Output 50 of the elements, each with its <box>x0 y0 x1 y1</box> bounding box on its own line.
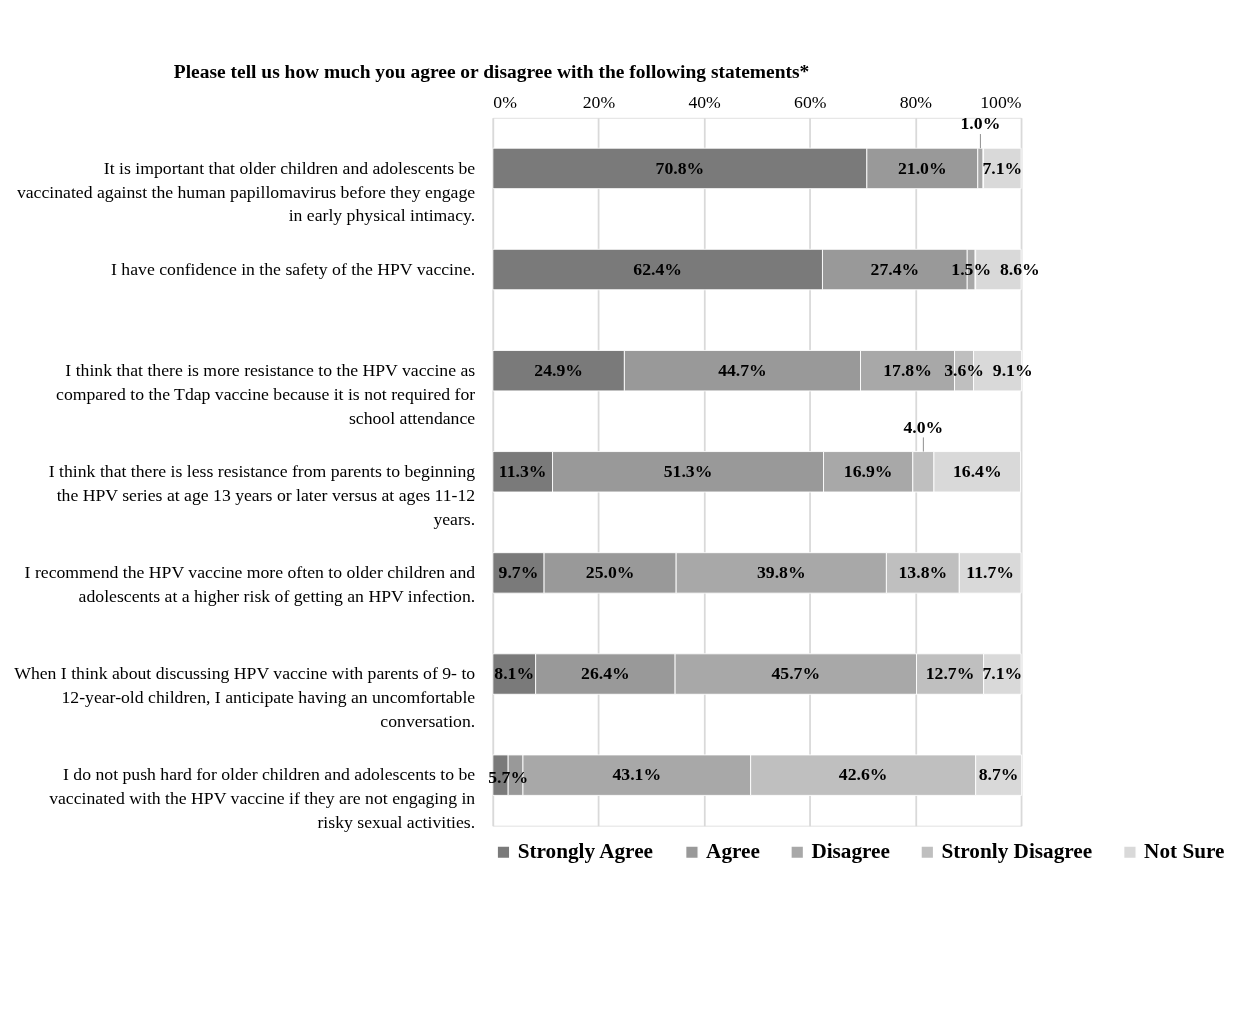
data-label: 9.1% <box>992 359 1033 380</box>
x-tick-label: 100% <box>980 91 1022 112</box>
y-tick-label: I have confidence in the safety of the HPV vaccine. <box>111 258 476 279</box>
x-tick-label: 20% <box>582 91 616 112</box>
data-label: 13.8% <box>898 562 948 583</box>
data-label: 44.7% <box>718 359 767 380</box>
data-label: 1.5% <box>951 258 992 279</box>
data-label: 11.3% <box>498 461 547 482</box>
legend-label: Not Sure <box>1144 839 1225 864</box>
y-tick-label: I think that there is more resistance to the HPV vaccine as compared to the Tdap vaccine because it is not required for school attendance <box>56 359 476 428</box>
legend-label: Stronly Disagree <box>941 839 1093 864</box>
data-label: 8.1% <box>494 663 535 684</box>
legend-label: Disagree <box>811 839 890 864</box>
data-label: 45.7% <box>771 663 821 684</box>
y-tick-label: I do not push hard for older children and adolescents to be vaccinated with the HPV vaccine if they are not engaging in risky sexual activities. <box>49 764 476 833</box>
data-label: 16.9% <box>843 461 893 482</box>
data-label: 27.4% <box>870 258 920 279</box>
data-label: 16.4% <box>952 461 1002 482</box>
data-label: 4.0% <box>903 416 944 437</box>
legend-label: Agree <box>706 839 760 864</box>
x-tick-label: 80% <box>899 91 933 112</box>
data-label: 62.4% <box>633 258 682 279</box>
y-tick-label: I think that there is less resistance from parents to beginning the HPV series at age 13 years or later versus at ages 11-12 years. <box>48 461 476 529</box>
data-label: 43.1% <box>612 764 662 785</box>
data-label: 26.4% <box>581 663 630 684</box>
data-label: 25.0% <box>585 562 635 583</box>
data-label: 24.9% <box>534 359 583 380</box>
data-label: 39.8% <box>756 562 806 583</box>
data-label: 51.3% <box>663 461 713 482</box>
data-label: 7.1% <box>982 663 1023 684</box>
y-tick-label: When I think about discussing HPV vaccine with parents of 9- to 12-year-old children, I anticipate having an uncomfortable conversation. <box>14 663 476 732</box>
chart-title: Please tell us how much you agree or disagree with the following statements* <box>173 61 810 83</box>
x-tick-label: 0% <box>493 91 518 112</box>
y-tick-label: It is important that older children and adolescents be vaccinated against the human papillomavirus before they engage in early physical intimacy. <box>16 157 476 226</box>
x-tick-label: 60% <box>794 91 827 112</box>
data-label: 8.7% <box>978 764 1019 785</box>
data-label: 1.0% <box>960 113 1001 134</box>
data-label: 12.7% <box>925 663 975 684</box>
data-label: 8.6% <box>999 258 1040 279</box>
legend-label: Strongly Agree <box>517 839 653 864</box>
data-label: 9.7% <box>498 562 539 583</box>
data-label: 17.8% <box>883 359 932 380</box>
data-label: 7.1% <box>982 157 1023 178</box>
data-label: 3.6% <box>944 359 984 380</box>
y-tick-label: I recommend the HPV vaccine more often to older children and adolescents at a higher risk of getting an HPV infection. <box>24 562 476 607</box>
data-label: 11.7% <box>966 562 1015 583</box>
x-tick-label: 40% <box>688 91 722 112</box>
data-label: 21.0% <box>897 157 947 178</box>
data-label: 70.8% <box>655 157 705 178</box>
data-label: 42.6% <box>838 764 888 785</box>
